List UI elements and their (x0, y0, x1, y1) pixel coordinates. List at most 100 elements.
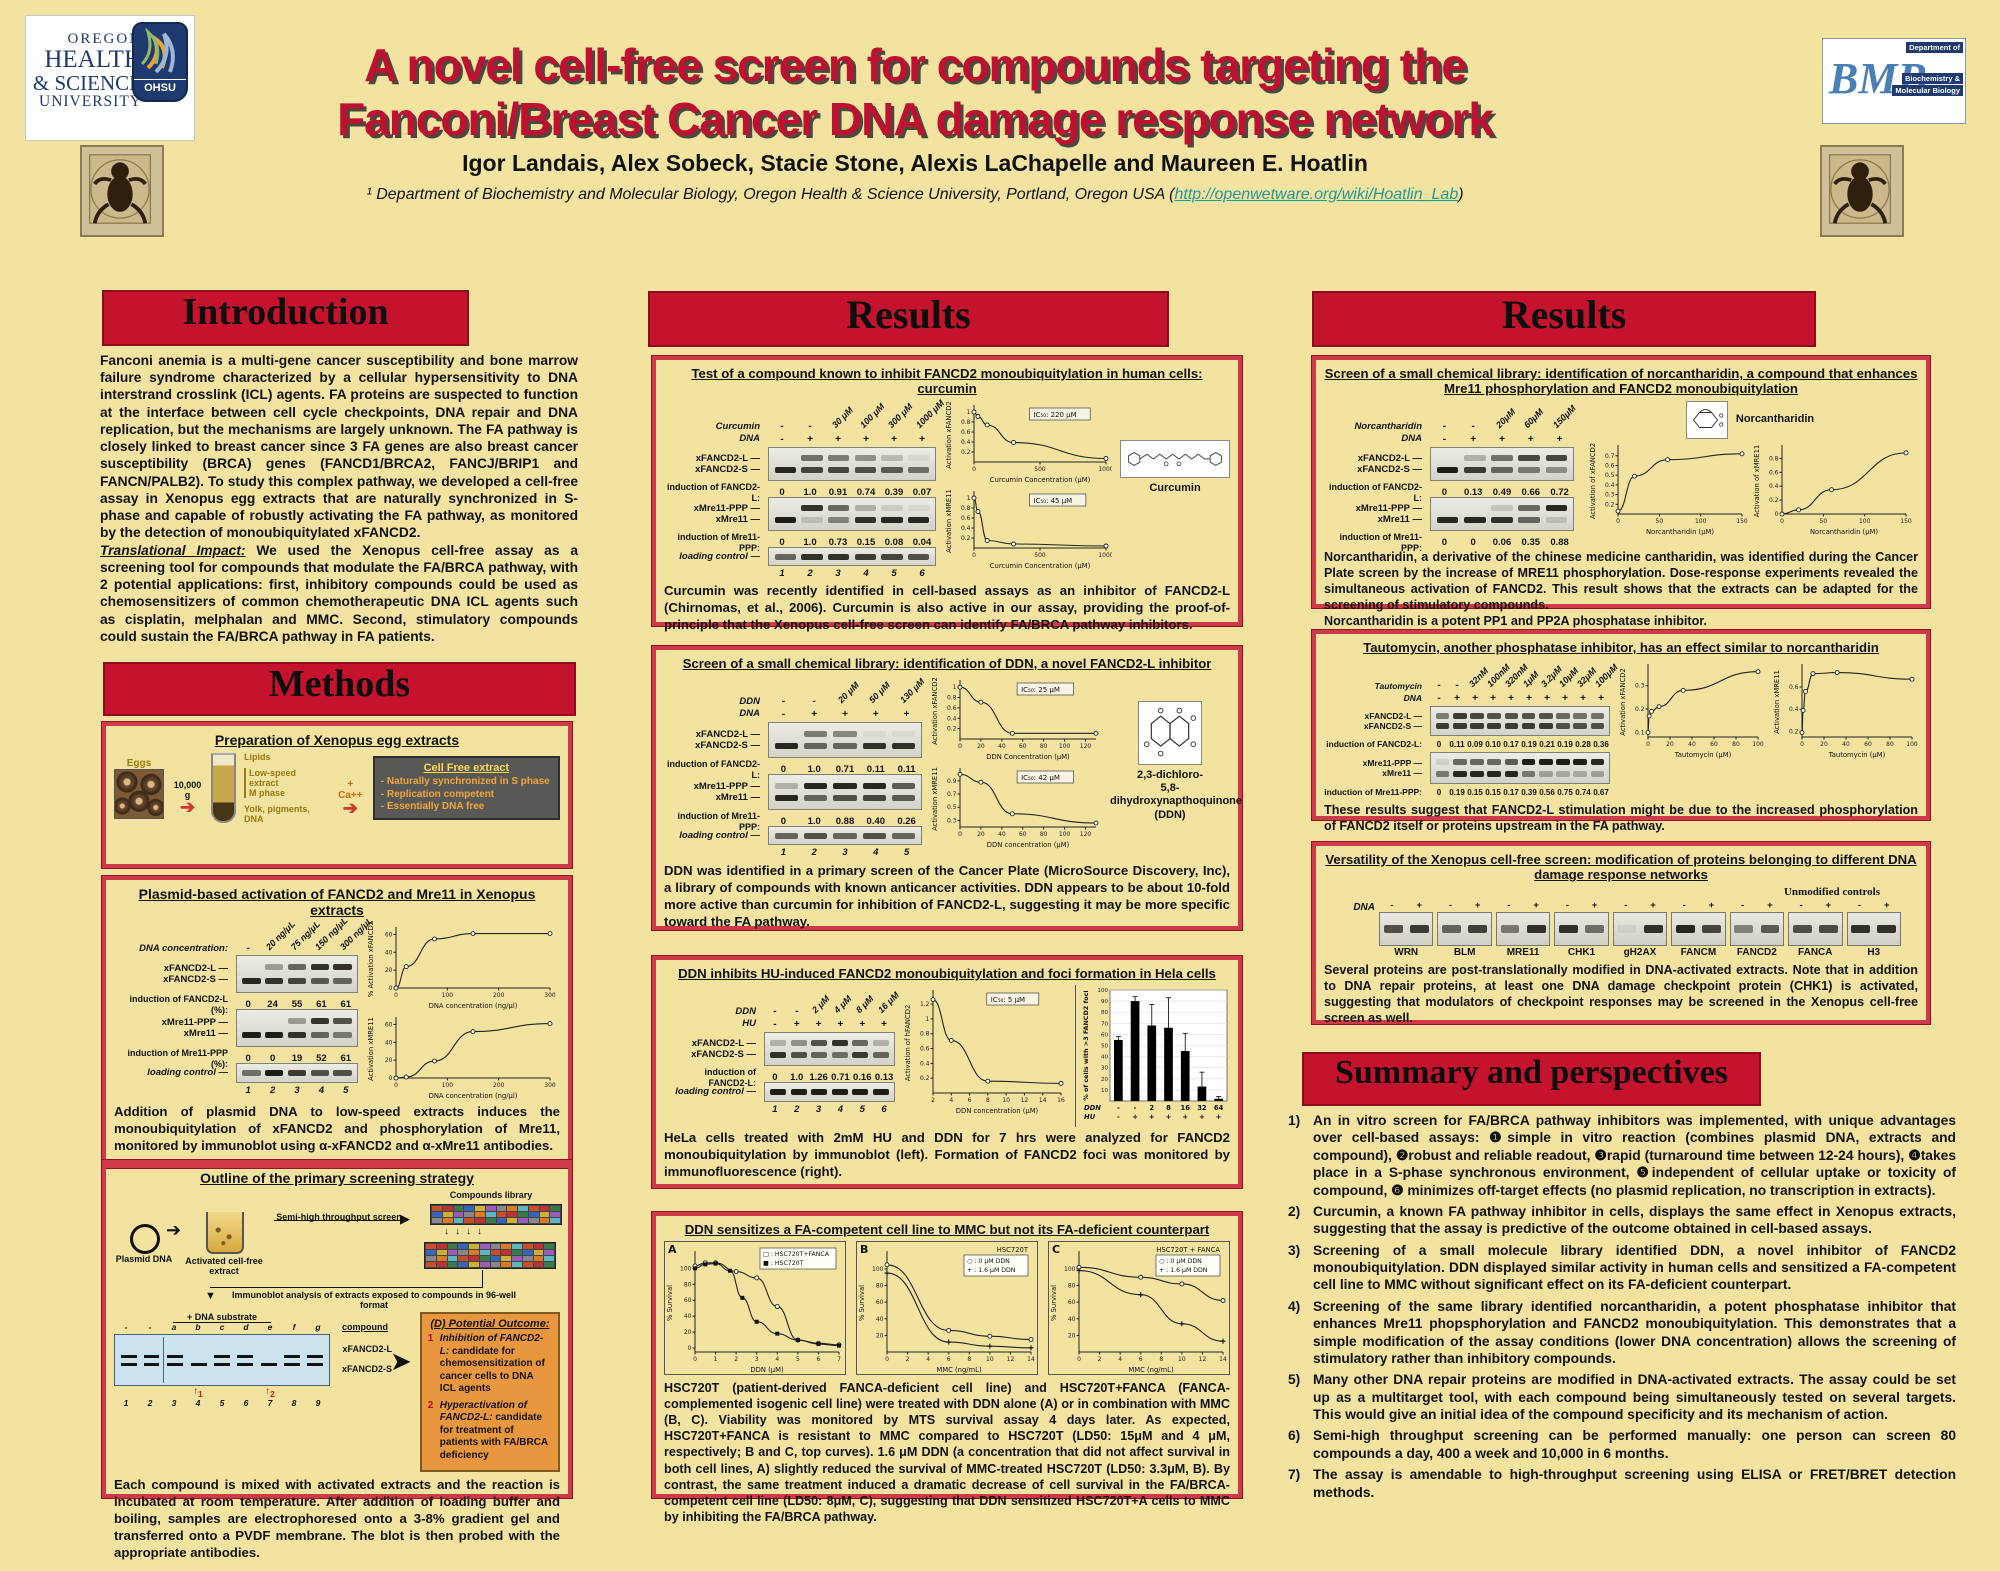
svg-text:% of cells with >3 FANCD2 foci: % of cells with >3 FANCD2 foci (1082, 990, 1090, 1100)
svg-text:0: 0 (394, 1082, 398, 1089)
protein-blot: - + FANCM (1671, 900, 1726, 958)
blot-lane (1520, 708, 1537, 734)
svg-text:8: 8 (1166, 1104, 1171, 1112)
introduction-text: Fanconi anemia is a multi-gene cancer su… (100, 353, 579, 644)
svg-text:40: 40 (998, 743, 1006, 750)
dose-response-chart-mre11: 0 20 40 60 80 100 0.2 0.4 0.6 Tautomycin (μM) Acti… (1772, 659, 1918, 759)
svg-text:40: 40 (998, 831, 1006, 838)
blot-strip (236, 955, 358, 993)
arrows-down-icon: ↓↓↓↓ (444, 1226, 488, 1237)
blot-lane (1488, 499, 1515, 529)
panel-title: Preparation of Xenopus egg extracts (214, 732, 460, 748)
svg-text:0.4: 0.4 (920, 1060, 930, 1067)
svg-text:14: 14 (1039, 1097, 1047, 1104)
svg-text:0.2: 0.2 (961, 449, 971, 456)
vitruvian-frog-image-right (1820, 145, 1904, 237)
blot-lane (772, 828, 801, 843)
svg-text:12: 12 (1199, 1356, 1207, 1363)
panel-title: Screen of a small chemical library: iden… (682, 656, 1212, 671)
svg-text:Curcumin Concentration (μM): Curcumin Concentration (μM) (990, 562, 1091, 570)
panel-screening-strategy: Outline of the primary screening strateg… (102, 1160, 572, 1560)
svg-text:0.8: 0.8 (1769, 455, 1779, 462)
svg-text:0.4: 0.4 (947, 715, 957, 722)
poster-affiliation: ¹ Department of Biochemistry and Molecul… (366, 186, 1464, 203)
blot-lane (1537, 754, 1554, 782)
svg-text:0.5: 0.5 (1605, 472, 1615, 479)
blot-lane (1503, 708, 1520, 734)
centrifugation-label: 10,000 g (173, 779, 202, 800)
svg-text:Norcantharidin (μM): Norcantharidin (μM) (1810, 528, 1878, 536)
svg-text:DDN concentration (μM): DDN concentration (μM) (987, 841, 1070, 849)
blot-lane (825, 499, 852, 529)
svg-text:0: 0 (885, 1356, 889, 1363)
svg-text:0.6: 0.6 (1605, 462, 1615, 469)
big-arrow-icon: ➤ (390, 1346, 412, 1376)
svg-text:16: 16 (1057, 1097, 1065, 1104)
svg-text:Activation of xFANCD2: Activation of xFANCD2 (1589, 443, 1597, 519)
dose-response-chart-fancd2: 0 100 200 300 0 20 40 60 DNA concentration (ng/μ… (366, 921, 556, 1010)
western-blot-figure: DDN - -20 μM 50 μM 130 μM DNA - + + + + xFANCD2-L —… (667, 676, 927, 858)
svg-text:Tautomycin (μM): Tautomycin (μM) (1674, 751, 1732, 759)
svg-text:80: 80 (1040, 831, 1048, 838)
ohsu-shield-icon: OHSU (132, 22, 188, 102)
svg-text:1: 1 (953, 684, 957, 691)
svg-text:0.2: 0.2 (961, 535, 971, 542)
svg-text:10: 10 (986, 1356, 994, 1363)
svg-text:0.3: 0.3 (947, 817, 957, 824)
western-blot-figure: Tautomycin - -32nM 100nM 320nM 1μM 3.2μM 10μM 32… (1324, 662, 1620, 797)
bmb-department-logo: BMB Department of Biochemistry & Molecul… (1822, 38, 1966, 124)
svg-text:60: 60 (684, 1297, 692, 1304)
svg-text:% Survival: % Survival (666, 1285, 674, 1321)
svg-text:80: 80 (1886, 741, 1894, 748)
protein-blot: - + FANCD2 (1729, 900, 1785, 958)
svg-text:4: 4 (926, 1356, 930, 1363)
svg-text:Tautomycin (μM): Tautomycin (μM) (1828, 751, 1886, 759)
svg-text:0.4: 0.4 (961, 525, 971, 532)
svg-text:□ : HSC720T+FANCA: □ : HSC720T+FANCA (763, 1251, 830, 1258)
blot-lane (860, 776, 889, 808)
svg-text:10: 10 (1101, 1088, 1108, 1094)
svg-text:20: 20 (876, 1332, 884, 1339)
svg-text:60: 60 (385, 931, 393, 938)
svg-text:60: 60 (876, 1299, 884, 1306)
svg-text:DNA concentration (ng/μl): DNA concentration (ng/μl) (429, 1002, 518, 1010)
svg-text:IC₅₀: 220 μM: IC₅₀: 220 μM (1033, 411, 1076, 419)
blot-lane (772, 724, 801, 756)
svg-text:IC₅₀: 42 μM: IC₅₀: 42 μM (1021, 774, 1060, 782)
panel-ddn-identification: Screen of a small chemical library: iden… (652, 646, 1242, 930)
svg-text:200: 200 (493, 1082, 505, 1089)
arrow-line (274, 1220, 404, 1221)
ohsu-logo-text: OREGON HEALTH & SCIENCE UNIVERSITY (32, 31, 142, 111)
western-blot-figure: DNA concentration: -20 ng/μL 75 ng/μL 150 n… (127, 915, 375, 1096)
svg-text:% Survival: % Survival (1050, 1285, 1058, 1321)
svg-text:0: 0 (394, 992, 398, 999)
svg-text:32: 32 (1197, 1104, 1207, 1112)
blot-lane (850, 1084, 871, 1100)
dose-response-chart-mre11: 0 50 100 150 0 0.2 0.4 0.6 0.8 Norcantharidin (μM… (1752, 440, 1912, 536)
yolk-label: Yolk, pigments, DNA (244, 804, 310, 824)
svg-text:0: 0 (1775, 511, 1779, 518)
blot-lane (852, 549, 879, 564)
dose-response-chart-hfancd2: 2 4 6 8 10 12 14 16 0.2 0.4 0.6 0.8 1 1.2 DDN concentr… (903, 985, 1067, 1115)
blot-lane (1554, 708, 1571, 734)
svg-text:IC₅₀: 25 μM: IC₅₀: 25 μM (1021, 686, 1060, 694)
svg-text:DDN concentration (μM): DDN concentration (μM) (956, 1107, 1039, 1115)
arrow-down-icon: ▼ (205, 1290, 216, 1302)
dose-response-chart-mre11: 0 500 1000 0.2 0.4 0.6 0.8 1 Curcumin Concentrat… (944, 486, 1114, 570)
svg-text:500: 500 (1034, 466, 1046, 473)
svg-text:20: 20 (1666, 741, 1674, 748)
svg-text:20: 20 (977, 831, 985, 838)
blot-lane (263, 1011, 286, 1045)
svg-text:HSC720T + FANCA: HSC720T + FANCA (1156, 1246, 1220, 1254)
svg-text:0.6: 0.6 (1789, 684, 1799, 691)
blot-lane (830, 1084, 851, 1100)
svg-text:Activation xMRE11: Activation xMRE11 (931, 767, 939, 831)
svg-text:40: 40 (1101, 1055, 1108, 1061)
svg-text:8: 8 (1159, 1356, 1163, 1363)
svg-text:2: 2 (931, 1097, 935, 1104)
centrifuge-tube-image (211, 753, 237, 823)
lab-website-link[interactable]: http://openwetware.org/wiki/Hoatlin_Lab (1174, 186, 1459, 203)
svg-text:4: 4 (949, 1097, 953, 1104)
svg-text:Activation xFANCD2: Activation xFANCD2 (931, 677, 939, 745)
svg-text:20: 20 (385, 1057, 393, 1064)
